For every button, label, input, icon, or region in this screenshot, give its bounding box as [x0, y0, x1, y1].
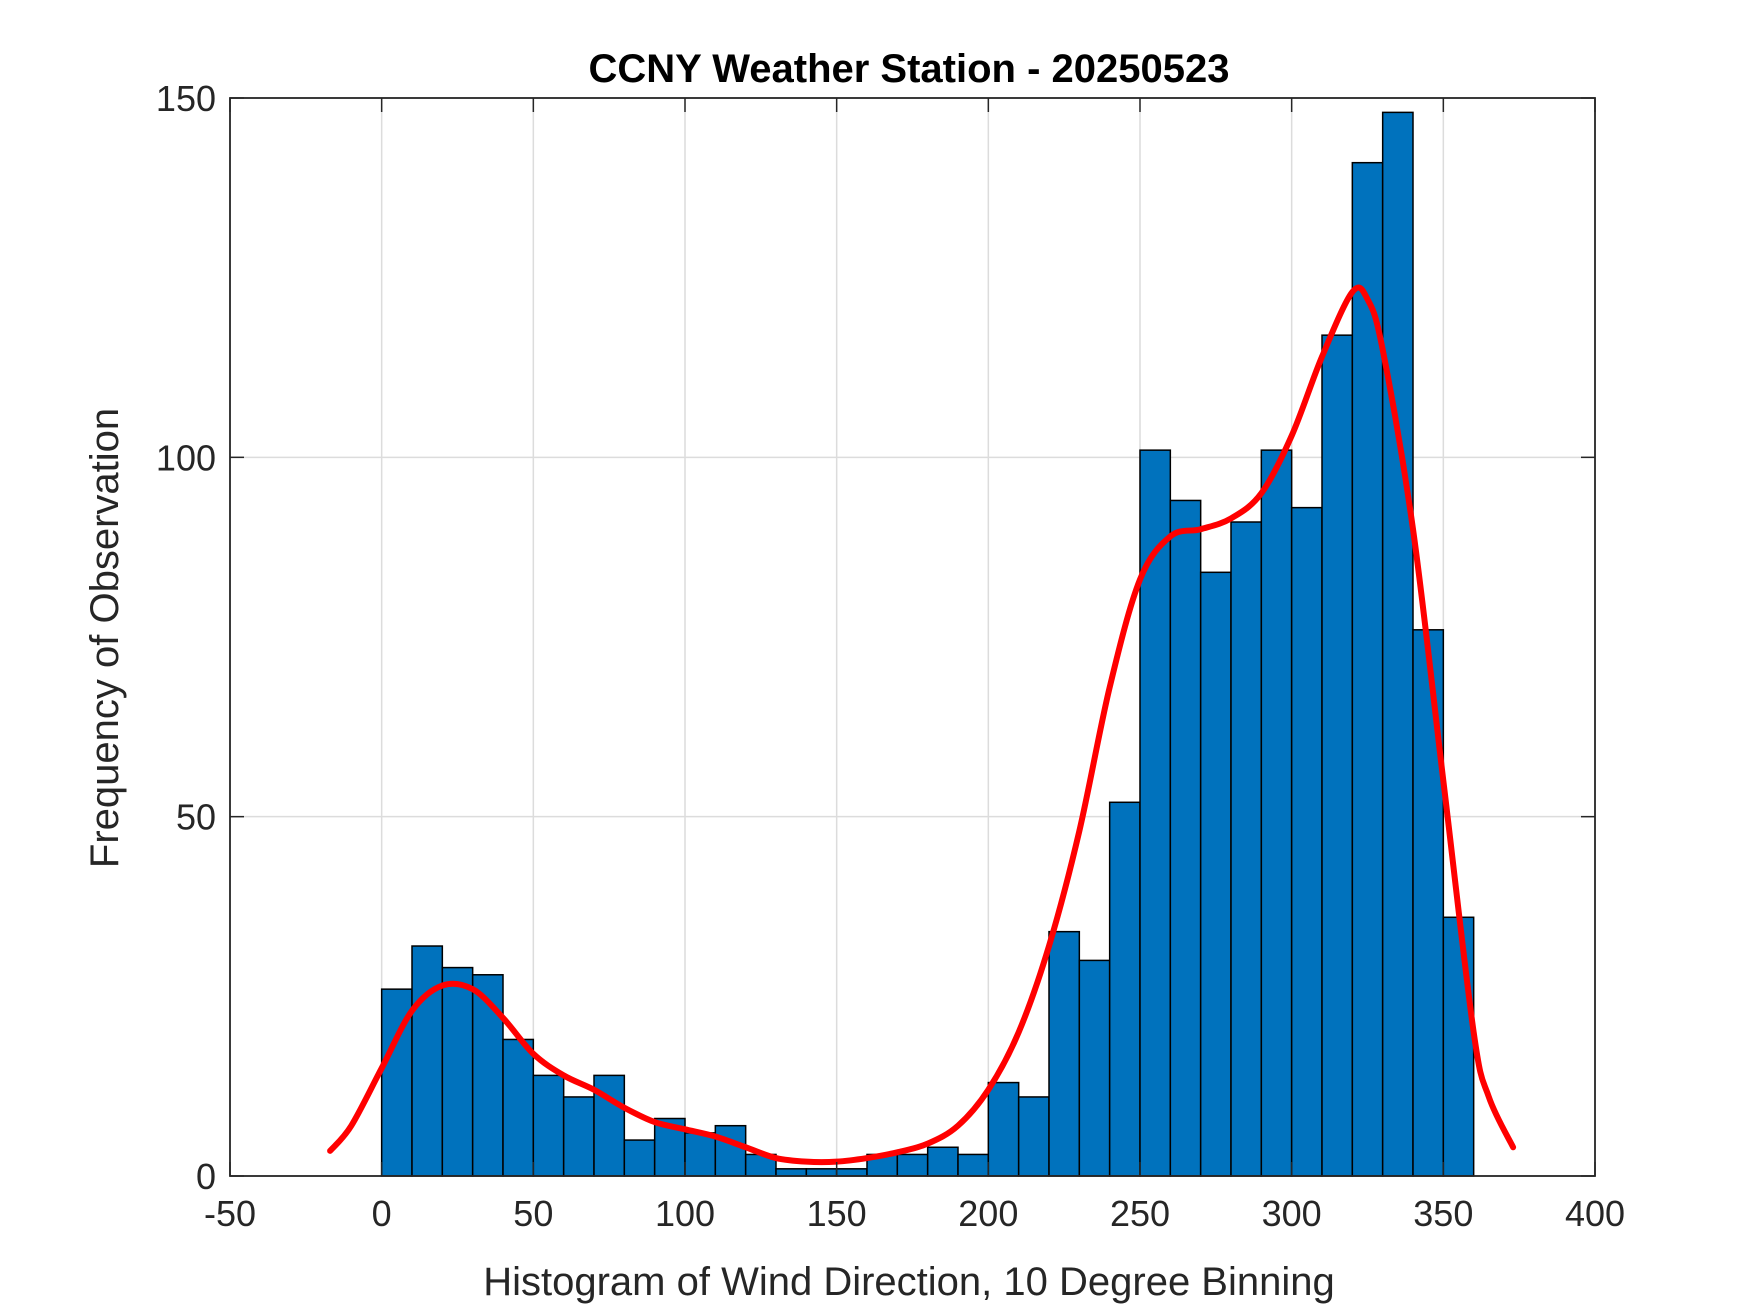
x-tick-label: 200 — [958, 1193, 1018, 1234]
x-tick-label: 50 — [513, 1193, 553, 1234]
histogram-bar — [1260, 449, 1293, 1177]
histogram-bar — [987, 1081, 1020, 1177]
x-tick-label: 250 — [1110, 1193, 1170, 1234]
histogram-bar — [1442, 916, 1475, 1177]
x-tick-label: 150 — [807, 1193, 867, 1234]
fit-curve — [327, 284, 1517, 1166]
histogram-bar — [957, 1153, 990, 1177]
histogram-bar — [1169, 499, 1202, 1177]
histogram-bar — [775, 1168, 808, 1177]
histogram-bar — [562, 1096, 595, 1177]
x-tick-label: 400 — [1565, 1193, 1625, 1234]
histogram-bar — [1139, 449, 1172, 1177]
histogram-bar — [926, 1146, 959, 1177]
x-tick-label: 100 — [655, 1193, 715, 1234]
x-tick-label: -50 — [204, 1193, 256, 1234]
histogram-bar — [1199, 571, 1232, 1177]
histogram-bar — [1048, 930, 1081, 1177]
x-tick-label: 350 — [1413, 1193, 1473, 1234]
histogram-bar — [1290, 506, 1323, 1177]
histogram-bar — [835, 1168, 868, 1177]
y-tick-label: 0 — [196, 1156, 216, 1197]
histogram-bar — [1230, 521, 1263, 1177]
histogram-bar — [1078, 959, 1111, 1177]
histogram-bar — [532, 1074, 565, 1177]
histogram-bar — [1017, 1096, 1050, 1177]
y-tick-label: 100 — [156, 437, 216, 478]
histogram-bar — [623, 1139, 656, 1177]
axes-frame — [229, 97, 1596, 1177]
histogram-bars — [380, 111, 1475, 1177]
histogram-bar — [411, 945, 444, 1177]
histogram-bar — [502, 1038, 535, 1177]
x-tick-label: 0 — [372, 1193, 392, 1234]
y-tick-label: 150 — [156, 78, 216, 119]
y-axis-label: Frequency of Observation — [83, 408, 127, 868]
fit-curve-group — [327, 284, 1517, 1166]
histogram-bar — [1351, 161, 1384, 1177]
x-axis-label: Histogram of Wind Direction, 10 Degree B… — [483, 1260, 1335, 1304]
histogram-bar — [1412, 629, 1445, 1177]
y-tick-label: 50 — [176, 797, 216, 838]
histogram-bar — [896, 1153, 929, 1177]
chart-title: CCNY Weather Station - 20250523 — [589, 47, 1230, 91]
axis-ticks — [229, 97, 1596, 1177]
histogram-bar — [714, 1124, 747, 1177]
histogram-bar — [1381, 111, 1414, 1177]
histogram-bar — [441, 966, 474, 1177]
histogram-bar — [1108, 801, 1141, 1177]
x-tick-label: 300 — [1262, 1193, 1322, 1234]
histogram-bar — [684, 1132, 717, 1177]
histogram-bar — [805, 1168, 838, 1177]
histogram-bar — [1321, 334, 1354, 1177]
